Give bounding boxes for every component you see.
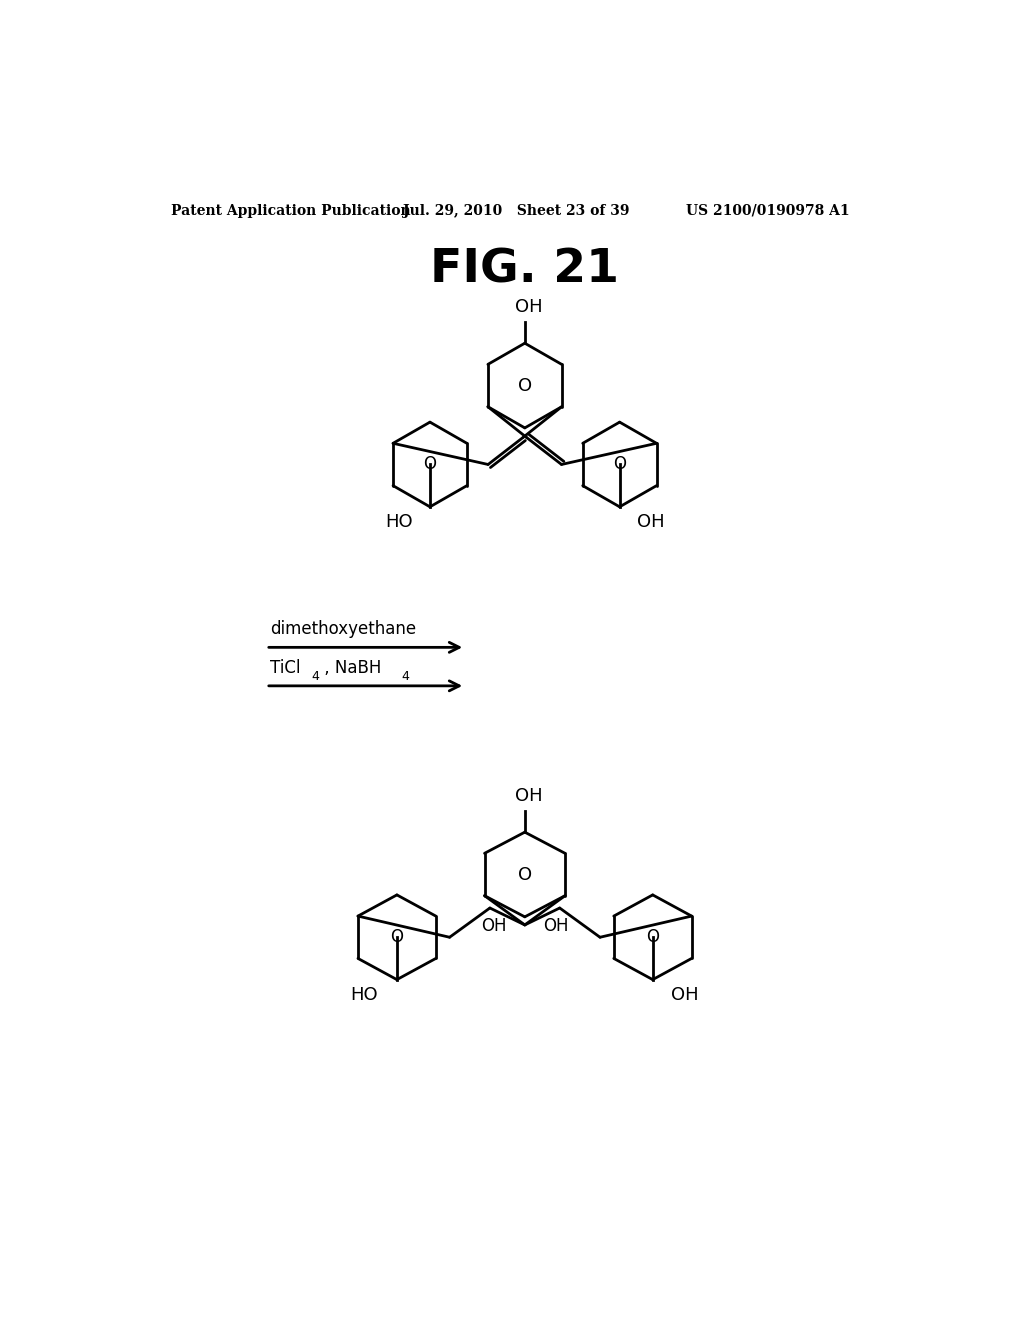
Text: HO: HO — [385, 513, 413, 531]
Text: OH: OH — [515, 787, 543, 805]
Text: 4: 4 — [401, 669, 410, 682]
Text: OH: OH — [637, 513, 665, 531]
Text: O: O — [518, 376, 531, 395]
Text: O: O — [390, 928, 403, 946]
Text: O: O — [613, 455, 626, 474]
Text: OH: OH — [672, 986, 699, 1003]
Text: , NaBH: , NaBH — [318, 659, 381, 677]
Text: FIG. 21: FIG. 21 — [430, 248, 620, 293]
Text: OH: OH — [515, 298, 543, 317]
Text: O: O — [518, 866, 531, 883]
Text: HO: HO — [350, 986, 378, 1003]
Text: O: O — [424, 455, 436, 474]
Text: TiCl: TiCl — [270, 659, 300, 677]
Text: OH: OH — [543, 917, 568, 936]
Text: US 2100/0190978 A1: US 2100/0190978 A1 — [686, 203, 850, 218]
Text: Patent Application Publication: Patent Application Publication — [171, 203, 411, 218]
Text: O: O — [646, 928, 659, 946]
Text: Jul. 29, 2010   Sheet 23 of 39: Jul. 29, 2010 Sheet 23 of 39 — [403, 203, 630, 218]
Text: 4: 4 — [311, 669, 318, 682]
Text: dimethoxyethane: dimethoxyethane — [270, 620, 416, 638]
Text: OH: OH — [481, 917, 507, 936]
